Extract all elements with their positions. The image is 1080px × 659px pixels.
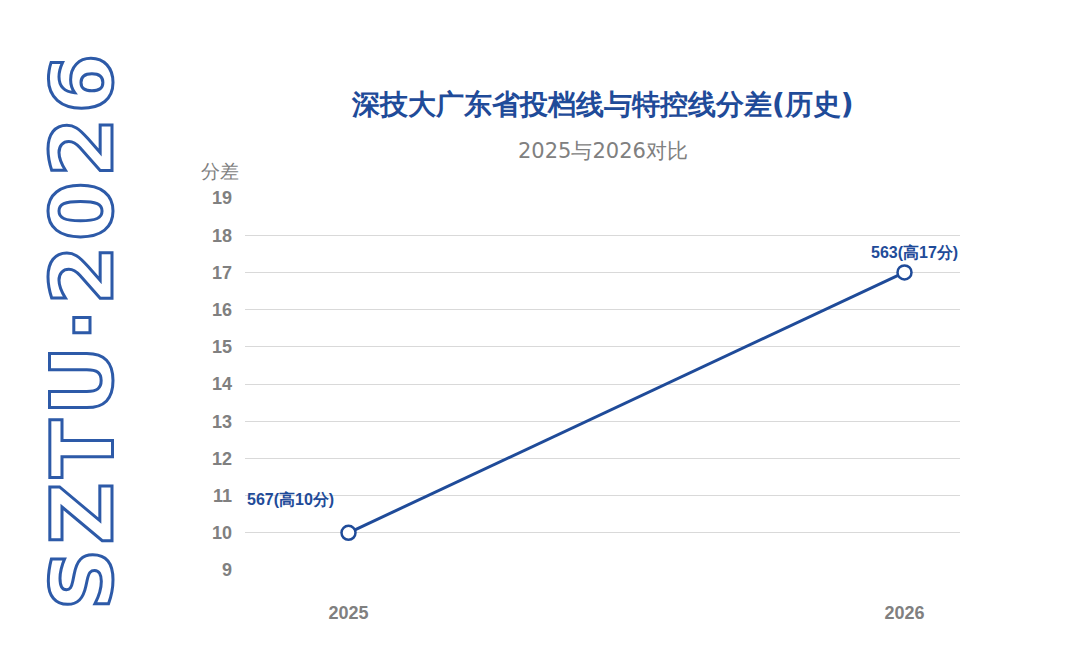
svg-text:2025与2026对比: 2025与2026对比 — [518, 139, 688, 163]
svg-text:11: 11 — [213, 486, 232, 506]
svg-text:12: 12 — [212, 449, 232, 469]
svg-text:19: 19 — [212, 188, 232, 208]
svg-text:14: 14 — [212, 374, 232, 394]
svg-text:2026: 2026 — [884, 603, 924, 623]
svg-text:13: 13 — [212, 412, 232, 432]
svg-text:567(高10分): 567(高10分) — [247, 490, 334, 508]
html-text:SZTU·2026: SZTU·2026 — [32, 49, 132, 611]
svg-text:563(高17分): 563(高17分) — [871, 243, 958, 261]
svg-text:15: 15 — [212, 337, 232, 357]
svg-text:17: 17 — [212, 263, 232, 283]
svg-text:2025: 2025 — [328, 603, 368, 623]
svg-text:16: 16 — [212, 300, 232, 320]
svg-text:18: 18 — [212, 226, 232, 246]
svg-text:10: 10 — [212, 523, 232, 543]
svg-text:9: 9 — [222, 560, 232, 580]
svg-text:深技大广东省投档线与特控线分差(历史): 深技大广东省投档线与特控线分差(历史) — [351, 88, 854, 121]
svg-text:分差: 分差 — [201, 160, 239, 182]
